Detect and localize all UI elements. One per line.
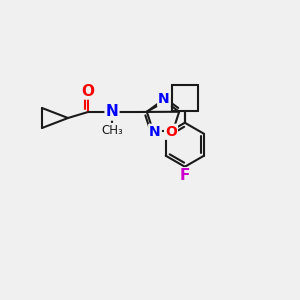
Text: N: N bbox=[149, 125, 161, 139]
Text: O: O bbox=[82, 83, 94, 98]
Text: O: O bbox=[165, 125, 177, 139]
Text: N: N bbox=[106, 104, 118, 119]
Text: CH₃: CH₃ bbox=[101, 124, 123, 136]
Text: F: F bbox=[180, 168, 190, 183]
Text: N: N bbox=[158, 92, 170, 106]
